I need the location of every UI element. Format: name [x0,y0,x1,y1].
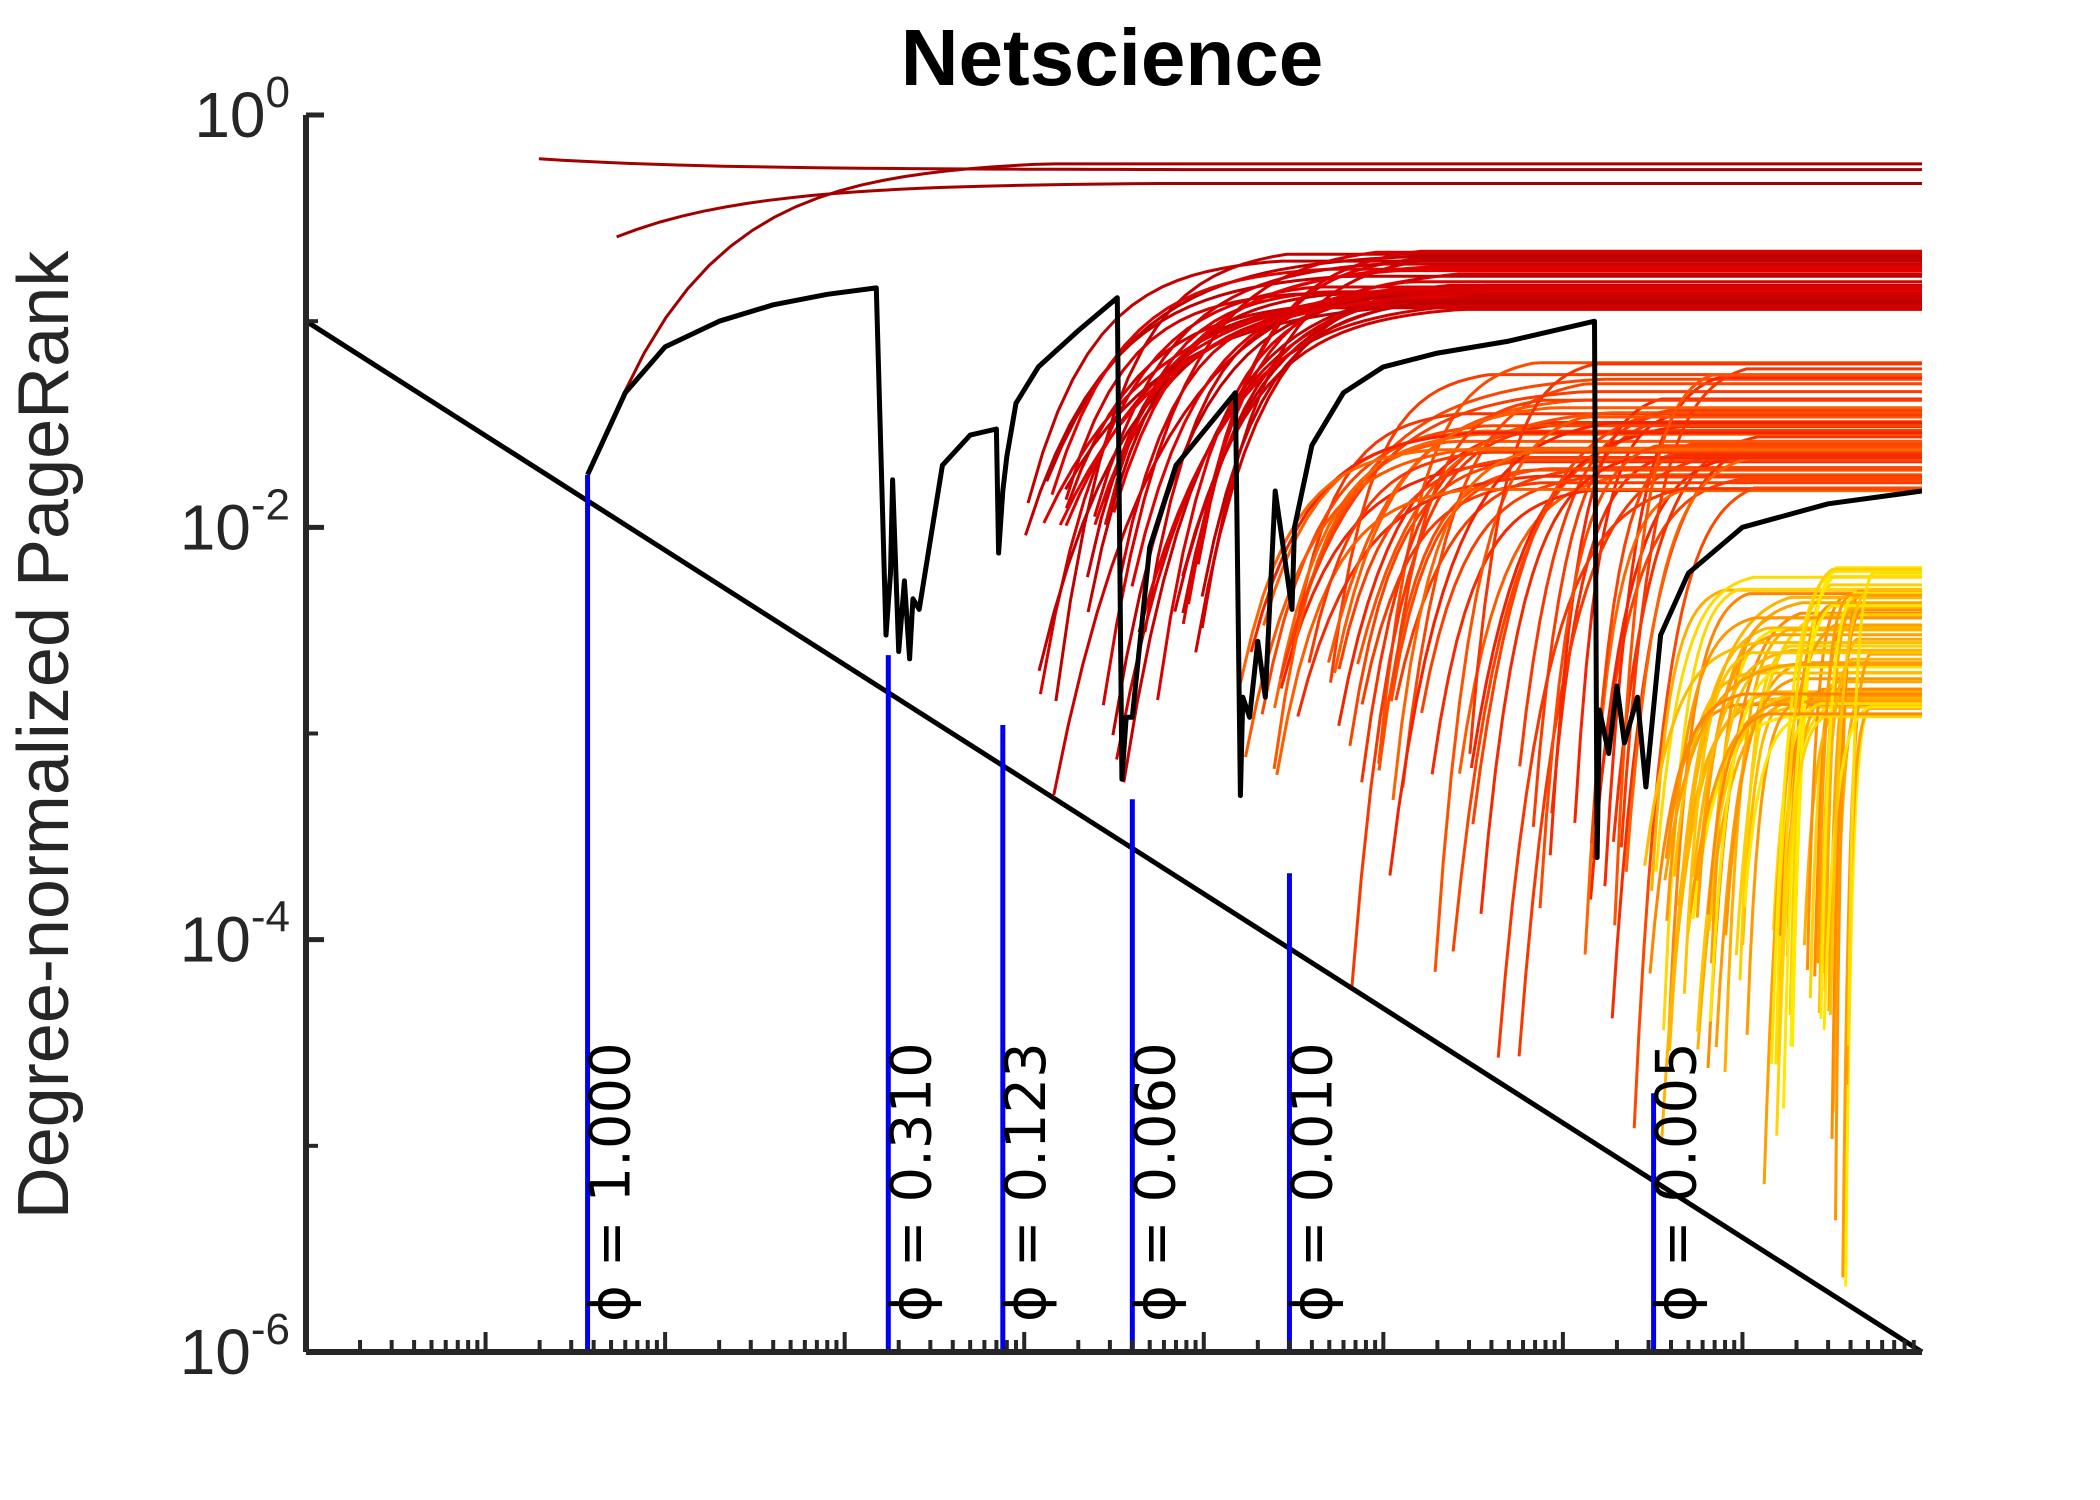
pagerank-curve [1115,287,1922,760]
phi-marker-label: ϕ = 0.310 [879,1042,944,1322]
pagerank-curve [1479,456,1922,915]
pagerank-curve [1181,307,1922,577]
y-axis-label: Degree-normalized PageRank [4,250,84,1220]
pagerank-curve [1433,415,1922,972]
pagerank-curve [1771,702,1922,931]
pagerank-curve [1037,299,1922,672]
pagerank-curve [1782,604,1922,1109]
pagerank-curve [1846,571,1922,1046]
chart-title: Netscience [901,13,1323,102]
y-tick-label: 100 [194,68,290,151]
pagerank-curve [1468,362,1922,754]
axes: 100 10-2 10-4 10-6 [180,68,1922,1388]
pagerank-curve [1777,567,1922,1061]
pagerank-curve [1307,450,1922,664]
pagerank-curve [1828,588,1922,1016]
pagerank-curve [621,162,1922,397]
y-tick-label: 10-2 [180,480,290,563]
pagerank-curve [1821,657,1922,974]
pagerank-curve [1819,591,1922,1019]
pagerank-curve [1117,303,1922,583]
y-tick-label: 10-6 [180,1305,290,1388]
pagerank-curve [1632,486,1922,1129]
pagerank-curve [1823,606,1922,992]
pagerank-curve [1064,292,1922,501]
pagerank-curve [1590,442,1922,844]
pagerank-curve [1042,285,1922,524]
pagerank-curve [1181,280,1922,625]
pagerank-curve [1708,665,1922,1022]
pagerank-curve [1788,583,1922,1015]
pagerank-curve [1591,478,1922,859]
highlighted-path-layer [585,285,1922,861]
pagerank-curve [1745,700,1922,1035]
pagerank-curve [1045,255,1922,482]
pagerank-curve [1249,431,1922,653]
pagerank-curve [1770,569,1922,1065]
pagerank-curve [1816,593,1922,964]
pagerank-curve [1611,435,1922,842]
pagerank-curve [1775,714,1922,1136]
phi-marker-label: ϕ = 0.010 [1280,1042,1345,1322]
pagerank-curve [1660,595,1922,1144]
pagerank-curve [1613,373,1922,926]
pagerank-curve [1054,252,1922,702]
pagerank-curve [1388,421,1922,876]
pagerank-curve [1279,390,1922,679]
pagerank-curve [1665,616,1922,921]
pagerank-curve [1762,623,1922,1185]
phi-marker-label: ϕ = 0.005 [1645,1042,1710,1322]
pagerank-curve [1101,250,1922,706]
pagerank-curve [1024,274,1922,536]
pagerank-curve [1420,475,1922,714]
pagerank-curve [1093,262,1922,518]
pagerank-curve [1734,613,1922,956]
pagerank-curve [1643,641,1922,866]
pagerank-curve [1845,706,1922,1085]
pagerank-curve [1200,301,1922,597]
y-tick-label: 10-4 [180,893,290,976]
pagerank-curves [538,157,1922,1287]
pagerank-curve [1238,448,1922,684]
pagerank-curve [1619,367,1922,848]
pagerank-curve [1085,306,1922,578]
pagerank-curve [1333,406,1922,674]
pagerank-curve [1112,269,1922,513]
pagerank-curve [616,182,1922,239]
pagerank-curve [1648,692,1922,974]
phi-marker-label: ϕ = 0.060 [1123,1042,1188,1322]
pagerank-curve [538,157,1922,172]
pagerank-curve [1844,701,1922,1287]
phi-marker-label: ϕ = 0.123 [994,1042,1059,1322]
phi-marker-label: ϕ = 1.000 [579,1042,644,1322]
pagerank-curve [1723,628,1922,1073]
pagerank-curve [1822,705,1922,1030]
pagerank-curve [1663,663,1922,881]
pagerank-curve [1654,575,1922,872]
pagerank-curve [1538,444,1922,909]
pagerank-curve [1026,259,1922,504]
pagerank-curve [1695,633,1922,918]
phi-markers: ϕ = 1.000 ϕ = 0.310 ϕ = 0.123 ϕ = 0.060 ϕ = … [579,474,1710,1352]
highlighted-path [585,285,1922,861]
pagerank-curve [1610,443,1922,1019]
pagerank-curve [1356,411,1922,665]
pagerank-curve [1401,382,1922,788]
pagerank-curve [1706,712,1922,915]
